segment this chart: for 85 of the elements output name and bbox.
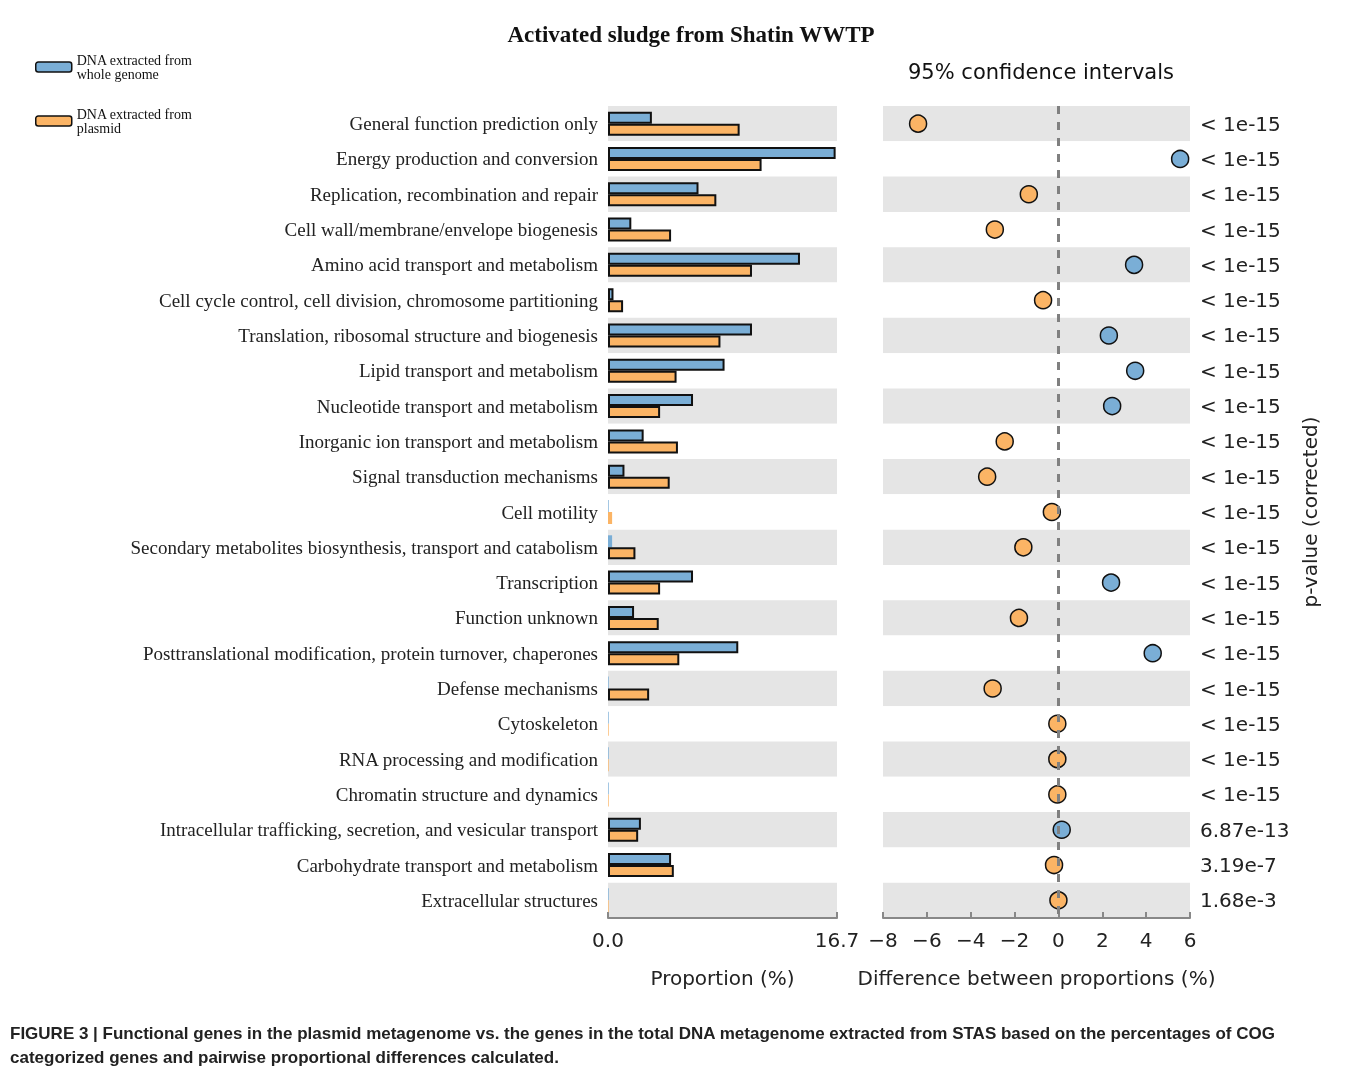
point: [908, 114, 928, 133]
y-tick-label: Cytoskeleton: [497, 713, 599, 735]
y-tick-label: Transcription: [496, 572, 599, 594]
y2-tick-label: < 1e-15: [1200, 535, 1281, 560]
y2-tick-label: < 1e-15: [1200, 394, 1281, 419]
y2-tick-label: < 1e-15: [1200, 429, 1281, 454]
y2-tick-label: < 1e-15: [1200, 288, 1281, 313]
y-tick-label: Translation, ribosomal structure and biogenesis: [238, 324, 598, 346]
caption: FIGURE 3 | Functional genes in the plasmid metagenome vs. the genes in the total DNA metagenome extracted from STAS based on the percentages of COG categorized genes and pairwise proportional differences calculated.: [10, 1023, 1276, 1069]
y-tick-label: Function unknown: [454, 607, 599, 629]
x-axis-title: Difference between proportions (%): [857, 966, 1216, 990]
y-tick-label: Cell motility: [501, 501, 599, 523]
point: [1042, 502, 1062, 522]
y-tick-label: RNA processing and modification: [338, 748, 599, 770]
point: [1102, 396, 1122, 416]
y2-tick-label: 3.19e-7: [1200, 853, 1277, 878]
point: [977, 467, 997, 486]
y-tick-label: Nucleotide transport and metabolism: [316, 395, 599, 417]
y-tick-label: Lipid transport and metabolism: [358, 360, 599, 382]
legend-label: DNA extracted from whole genome: [76, 52, 196, 82]
y-tick-label: Cell cycle control, cell division, chromosome partitioning: [158, 289, 599, 311]
y2-tick-label: < 1e-15: [1200, 570, 1281, 595]
bar: [608, 547, 636, 560]
point: [1099, 326, 1119, 345]
y-tick-label: Amino acid transport and metabolism: [310, 254, 599, 276]
y2-tick-label: < 1e-15: [1200, 500, 1281, 524]
y2-tick-label: < 1e-15: [1200, 782, 1281, 807]
point: [1170, 149, 1190, 169]
point: [1009, 608, 1029, 628]
y2-tick-label: 6.87e-13: [1200, 817, 1290, 842]
y2-tick-label: < 1e-15: [1200, 217, 1281, 242]
point: [995, 432, 1014, 451]
y2-tick-label: < 1e-15: [1200, 676, 1281, 701]
y-tick-label: Replication, recombination and repair: [309, 183, 599, 205]
y-tick-label: Cell wall/membrane/envelope biogenesis: [284, 219, 598, 241]
y-tick-label: Posttranslational modification, protein turnover, chaperones: [142, 642, 598, 664]
chart-title: Activated sludge from Shatin WWTP: [507, 22, 875, 47]
chart-title: 95% confidence intervals: [908, 59, 1174, 84]
y2-tick-label: < 1e-15: [1200, 146, 1281, 171]
y2-tick-label: < 1e-15: [1200, 182, 1281, 207]
x-tick-label: 4: [1139, 928, 1153, 952]
y2-tick-label: < 1e-15: [1200, 323, 1281, 348]
bar: [608, 512, 613, 524]
y2-axis-title: p-value (corrected): [1298, 416, 1323, 608]
y-tick-label: Extracellular structures: [421, 889, 598, 911]
x-tick-label: 0.0: [592, 928, 624, 952]
y2-tick-label: 1.68e-3: [1200, 888, 1277, 913]
point: [1014, 538, 1033, 557]
x-tick-label: −6: [912, 928, 942, 952]
x-tick-label: −4: [955, 928, 986, 952]
y-tick-label: Signal transduction mechanisms: [352, 466, 598, 488]
y-tick-label: Secondary metabolites biosynthesis, transport and catabolism: [130, 536, 599, 558]
x-tick-label: 6: [1183, 928, 1197, 952]
y-tick-label: Carbohydrate transport and metabolism: [296, 854, 599, 876]
x-tick-label: −8: [868, 928, 898, 952]
y2-tick-label: < 1e-15: [1200, 711, 1281, 736]
point: [1019, 185, 1039, 204]
legend-label: DNA extracted from plasmid: [76, 106, 196, 136]
x-axis-title: Proportion (%): [650, 966, 795, 990]
y-tick-label: Chromatin structure and dynamics: [335, 783, 598, 805]
y2-tick-label: < 1e-15: [1200, 252, 1281, 277]
y2-tick-label: < 1e-15: [1200, 358, 1281, 383]
point: [1143, 643, 1162, 663]
bar: [608, 688, 650, 701]
y2-tick-label: < 1e-15: [1200, 747, 1281, 772]
x-tick-label: 0: [1052, 928, 1065, 952]
y2-tick-label: < 1e-15: [1200, 111, 1281, 136]
x-tick-label: −2: [999, 928, 1030, 952]
y-tick-label: Defense mechanisms: [437, 678, 598, 700]
point: [1101, 573, 1121, 592]
y-tick-label: General function prediction only: [349, 113, 599, 135]
x-tick-label: 16.7: [814, 928, 860, 952]
y2-tick-label: < 1e-15: [1200, 605, 1281, 630]
point: [983, 679, 1002, 698]
y-tick-label: Intracellular trafficking, secretion, and vesicular transport: [159, 819, 599, 841]
point: [985, 220, 1005, 239]
bar: [608, 535, 613, 548]
point: [1033, 290, 1053, 310]
y-tick-label: Inorganic ion transport and metabolism: [298, 430, 599, 452]
point: [1125, 361, 1145, 381]
y2-tick-label: < 1e-15: [1200, 641, 1281, 666]
point: [1124, 255, 1144, 275]
y-tick-label: Energy production and conversion: [336, 148, 599, 170]
x-tick-label: 2: [1095, 928, 1109, 952]
y2-tick-label: < 1e-15: [1200, 464, 1281, 489]
